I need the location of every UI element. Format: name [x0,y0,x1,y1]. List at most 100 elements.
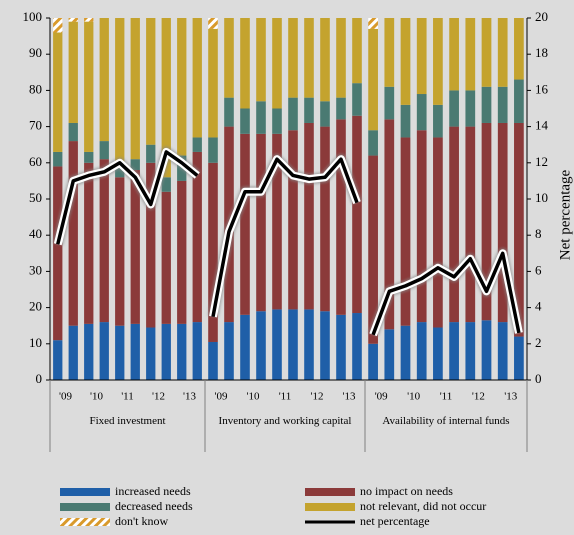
legend-swatch [305,488,355,496]
bar-segment [256,311,266,380]
bar-segment [514,336,524,380]
x-tick-label: '13 [504,391,517,403]
bar-segment [384,18,395,87]
bar-segment [465,18,476,91]
y2-tick-label: 16 [535,81,549,96]
bar-segment [320,101,330,127]
bar-segment [449,90,459,127]
bar-segment [84,151,94,163]
bar-segment [416,130,427,323]
bar-segment [352,83,362,116]
bar-segment [130,170,140,324]
bar-segment [115,325,125,380]
line-halo [209,155,361,318]
bar-segment [481,122,492,321]
y2-tick-label: 6 [535,262,542,277]
bar-segment [146,144,156,163]
x-tick-label: '09 [375,391,388,403]
bar-segment [352,18,362,84]
bar-segment [336,97,346,120]
y2-tick-label: 12 [535,154,548,169]
bar-segment [320,311,330,380]
bar-segment [84,323,94,380]
bar-segment [384,119,395,330]
bar-segment [304,18,314,98]
legend-label: increased needs [115,484,191,498]
bar-segment [161,323,171,380]
bar-segment [368,155,378,344]
bar-segment [53,151,63,167]
bar-segment [68,18,78,22]
bar-segment [146,18,156,145]
x-tick-label: '13 [183,391,196,403]
legend-label: decreased needs [115,499,193,513]
bar-segment [84,162,94,324]
bar-segment [53,18,63,33]
bar-segment [336,314,346,380]
group-label: Availability of internal funds [382,415,510,427]
y-tick-label: 90 [29,45,42,60]
net-line [371,251,521,336]
bar-segment [304,97,314,123]
bar-segment [115,177,125,326]
bar-segment [130,323,140,380]
group-label: Inventory and working capital [218,415,352,427]
bar-segment [192,151,202,323]
x-tick-label: '13 [343,391,356,403]
bar-segment [130,159,140,171]
bar-segment [433,104,443,138]
bar-segment [53,32,63,152]
bar-segment [99,141,109,160]
legend-label: not relevant, did not occur [360,499,486,513]
y-tick-label: 50 [29,190,42,205]
bar-segment [336,18,346,98]
bar-segment [68,122,78,142]
y2-tick-label: 14 [535,118,549,133]
bar-segment [497,122,508,323]
bar-segment [384,86,395,120]
bar-segment [465,126,476,323]
y-tick-label: 30 [29,262,42,277]
bar-segment [497,18,508,87]
y2-tick-label: 18 [535,45,548,60]
bar-segment [161,177,171,192]
bar-segment [146,162,156,328]
bar-segment [192,322,202,380]
bar-segment [400,325,411,380]
bar-segment [514,18,524,80]
bar-segment [240,314,250,380]
y-tick-label: 10 [29,335,42,350]
y2-axis-label: Net percentage [557,169,573,260]
x-tick-label: '12 [311,391,324,403]
bar-segment [256,133,266,312]
bar-segment [208,18,218,29]
bar-segment [465,90,476,127]
bar-segment [288,309,298,380]
bar-segment [497,322,508,380]
bar-segment [304,309,314,380]
x-tick-label: '11 [279,391,292,403]
bar-segment [449,126,459,323]
y2-tick-label: 10 [535,190,548,205]
bar-segment [146,327,156,380]
bar-segment [368,18,378,29]
bar-segment [161,18,171,178]
y-tick-label: 20 [29,299,42,314]
bar-segment [497,86,508,123]
line-halo [53,147,200,246]
y-tick-label: 60 [29,154,42,169]
bar-segment [433,18,443,105]
bar-segment [240,18,250,109]
bar-segment [208,162,218,342]
bar-segment [449,18,459,91]
bar-segment [288,18,298,98]
bar-segment [288,97,298,131]
bar-segment [320,18,330,102]
bar-segment [272,108,282,134]
legend-swatch [60,503,110,511]
bar-segment [224,97,234,127]
bar-segment [416,322,427,380]
y-tick-label: 70 [29,118,42,133]
bar-segment [352,313,362,380]
